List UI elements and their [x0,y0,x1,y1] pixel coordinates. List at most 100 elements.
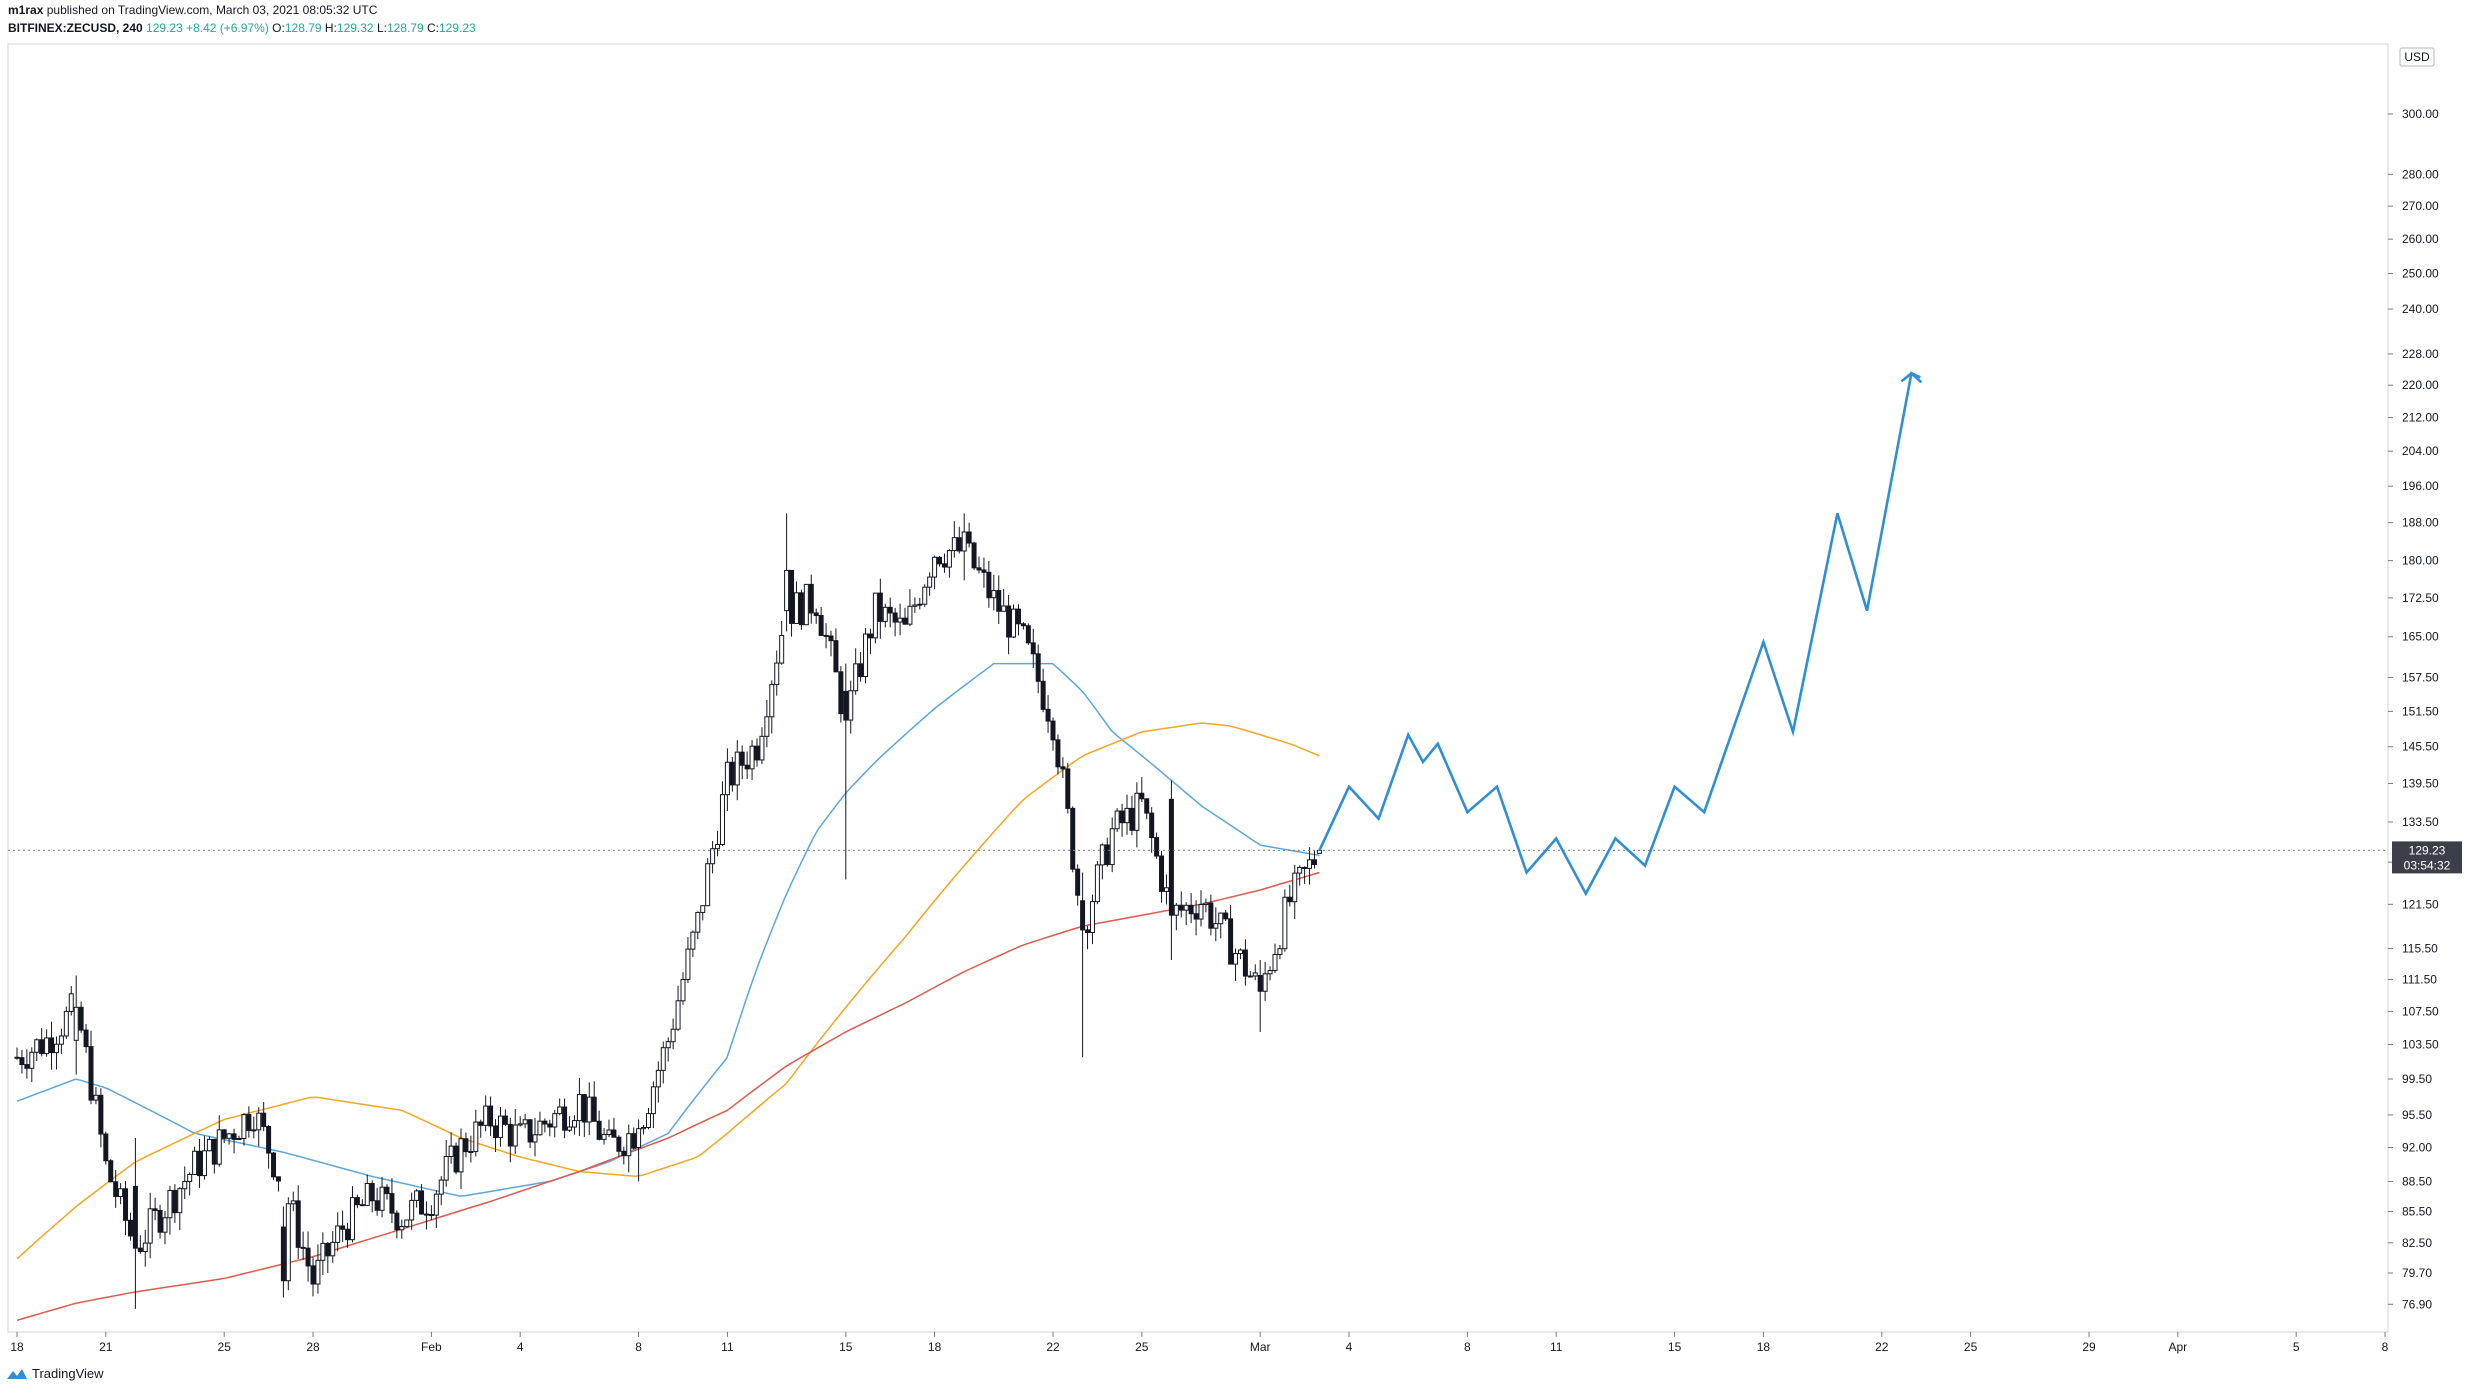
candle [211,1138,217,1174]
x-tick-label: 28 [306,1340,320,1354]
candle [345,1222,351,1248]
candle-body-down [157,1209,163,1233]
candle-body-down [354,1197,360,1206]
candle-body-down [547,1123,553,1128]
candle [251,1116,257,1139]
candle [966,522,972,548]
candle [734,740,740,801]
candle [473,1109,479,1157]
y-tick-label: 300.00 [2402,107,2439,121]
candle [349,1186,355,1243]
candle [710,840,716,874]
candle-body-up [379,1186,385,1211]
candle-body-down [966,531,972,544]
candle-body-down [1070,807,1076,870]
candle [1292,864,1298,919]
candle-body-up [458,1138,464,1173]
candle-body-up [665,1041,671,1049]
tradingview-logo[interactable]: TradingView [6,1366,104,1381]
y-tick-label: 79.70 [2402,1266,2432,1280]
candle [744,751,750,779]
candle [1094,861,1100,905]
candle [108,1159,114,1183]
candle-body-up [1173,904,1179,916]
candle [468,1135,474,1163]
currency-badge[interactable]: USD [2399,47,2435,67]
candle-body-up [290,1200,296,1205]
y-tick-label: 82.50 [2402,1236,2432,1250]
candle [261,1102,267,1132]
candle [1287,884,1293,907]
candle [201,1135,207,1180]
candle-body-up [749,745,755,770]
candle [1030,628,1036,668]
candle [404,1219,410,1228]
candle-body-down [971,542,977,569]
candle-body-up [517,1123,523,1126]
candle-body-up [1262,973,1268,992]
candle [502,1109,508,1126]
candle-body-down [1144,798,1150,814]
plot-frame [7,43,2389,1333]
candle [172,1184,178,1223]
candle [206,1136,212,1152]
candle [562,1098,568,1139]
candle [660,1041,666,1084]
candle [793,581,799,624]
candle-body-down [83,1029,89,1048]
candle-body-down [123,1188,129,1221]
x-tick-label: 11 [1550,1340,1563,1354]
candle [364,1174,370,1207]
candle-body-down [867,633,873,639]
candle [1228,905,1234,965]
close-value: 129.23 [439,21,476,35]
candle [1178,891,1184,918]
candle-body-up [187,1173,193,1183]
candle-body-up [793,592,799,624]
projection-path[interactable] [1318,371,1921,897]
candle [986,560,992,608]
candle [83,1023,89,1053]
candle [118,1183,124,1205]
candle [325,1242,331,1274]
candle-body-down [1208,902,1214,929]
candle-body-down [981,569,987,573]
candle [1168,780,1174,961]
candle [1109,817,1115,873]
candle-body-down [1228,918,1234,965]
candle-body-up [226,1133,232,1139]
x-axis[interactable]: 18 21 25 28 Feb 4 8 11 15 18 22 25 Mar 4 8 11 15 18 22 25 29… [10,1332,2389,1354]
candle [290,1191,296,1212]
candle-body-down [14,1056,20,1059]
candle [670,1018,676,1050]
candle [1080,872,1086,1058]
candle-body-up [532,1134,538,1143]
candle [58,1028,64,1054]
candle [374,1187,380,1216]
candle-body-down [24,1064,30,1069]
candle [941,553,947,573]
candle [552,1109,558,1138]
y-axis[interactable]: 76.90 79.70 82.50 85.50 88.50 92.00 95.50 99.50… [2388,107,2439,1311]
candle [754,738,760,767]
candle-body-up [961,531,967,552]
candle-body-up [236,1137,242,1140]
candle-body-down [305,1247,311,1267]
x-tick-label: 22 [1875,1340,1889,1354]
candle-body-down [581,1094,587,1123]
candle-body-down [261,1112,267,1127]
candle [1149,807,1155,853]
candle-body-up [922,586,928,605]
candle-body-up [1267,970,1273,975]
candle-body-down [103,1133,109,1162]
candle [305,1231,311,1282]
candle [310,1257,316,1297]
x-tick-label: 21 [99,1340,113,1354]
candle-body-down [1065,768,1071,809]
candle-body-down [937,556,943,565]
candle [236,1135,242,1140]
candle-body-down [1045,708,1051,722]
y-tick-label: 76.90 [2402,1297,2432,1311]
